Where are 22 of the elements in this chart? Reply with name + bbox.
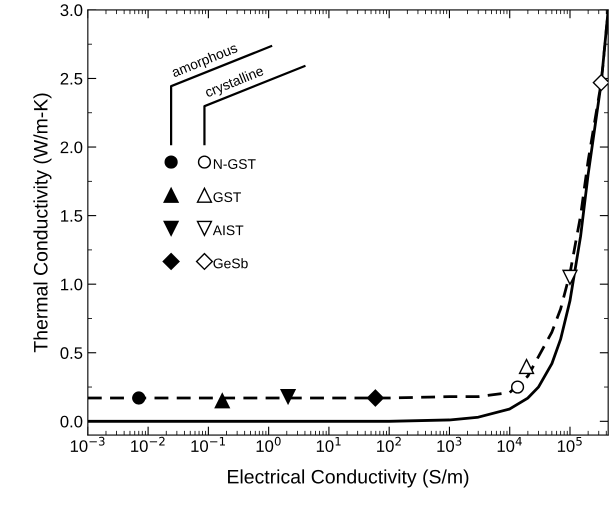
legend-label: N-GST [214, 159, 256, 169]
y-tick-label: 1.0 [61, 278, 82, 290]
legend-label: GST [213, 192, 242, 202]
y-tick-label: 1.5 [61, 210, 82, 222]
legend-label: AIST [212, 225, 244, 236]
y-axis-title: Thermal Conductivity (W/m-K) [33, 93, 52, 352]
y-tick-label: 2.5 [60, 72, 82, 85]
x-tick-label: 10$^{−1}$ [191, 436, 225, 452]
x-tick-label: 10$^{3}$ [437, 436, 462, 452]
x-tick-label: 10$^{1}$ [316, 436, 341, 452]
x-tick-label: 10$^{−2}$ [131, 436, 165, 452]
y-tick-label: 2.0 [60, 141, 82, 154]
x-tick-label: 10$^{4}$ [498, 436, 522, 452]
x-tick-label: 10$^{0}$ [256, 436, 281, 452]
legend-label: GeSb [213, 258, 248, 268]
y-tick-label: 3.0 [60, 4, 82, 16]
x-tick-label: 10$^{5}$ [558, 436, 582, 452]
x-axis-title: Electrical Conductivity (S/m) [228, 469, 468, 488]
x-tick-label: 10$^{2}$ [377, 436, 401, 452]
x-tick-label: 10$^{−3}$ [70, 436, 105, 452]
y-tick-label: 0.5 [60, 347, 82, 359]
y-tick-label: 0.0 [60, 416, 82, 428]
